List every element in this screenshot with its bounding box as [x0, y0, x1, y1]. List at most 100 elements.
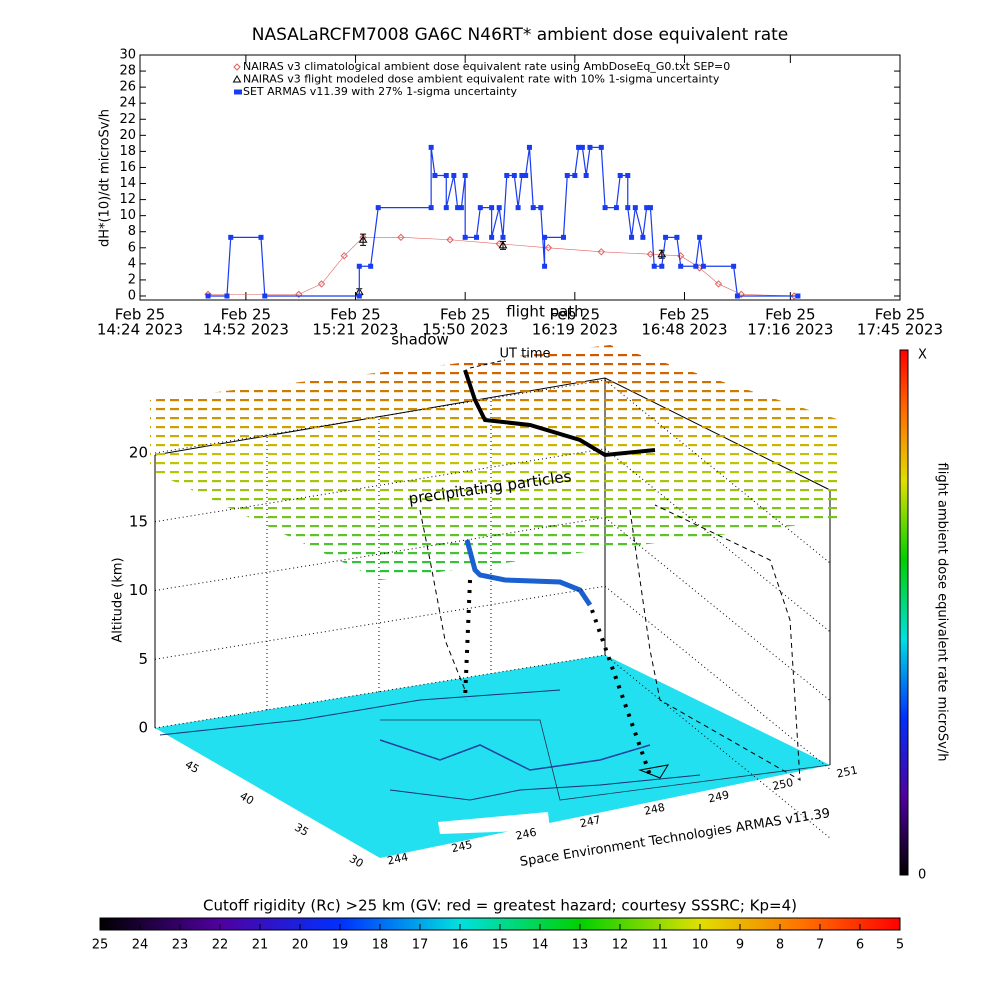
y-tick-label: 28: [119, 64, 136, 79]
point: [640, 234, 646, 240]
colorbar-tick-label: 7: [816, 938, 824, 953]
colorbar-tick-label: 20: [292, 938, 309, 953]
point: [511, 172, 517, 178]
point: [295, 290, 303, 299]
colorbar-title: Cutoff rigidity (Rc) >25 km (GV: red = g…: [203, 897, 797, 915]
x-tick-label: 14:52 2023: [203, 321, 289, 339]
floor-patch: [438, 812, 550, 834]
x-tick-label: Feb 25: [765, 306, 815, 324]
point: [340, 252, 348, 260]
point: [356, 293, 362, 299]
lon-tick-label: 244: [386, 850, 409, 867]
point: [644, 205, 650, 211]
airport: [638, 764, 670, 779]
point: [228, 234, 234, 240]
colorbar-tick-label: 5: [896, 938, 904, 953]
x-tick-label: 15:50 2023: [422, 321, 508, 339]
shadow-line: [629, 504, 801, 781]
colorbar: [899, 349, 909, 876]
point: [523, 172, 529, 178]
lat-tick-label: 30: [347, 852, 366, 870]
series-line: [208, 146, 798, 297]
point: [446, 236, 454, 244]
lon-tick-label: 246: [514, 826, 537, 843]
point: [731, 263, 737, 269]
flight-path: [464, 539, 593, 607]
flight-drop: [463, 579, 472, 701]
lon-tick-label: 251: [835, 763, 858, 780]
colorbar-tick-label: 17: [412, 938, 429, 953]
point: [714, 280, 723, 288]
colorbar-tick-label: 25: [92, 938, 109, 953]
point: [678, 263, 684, 269]
z-axis-label: Altitude (km): [111, 557, 126, 642]
point: [515, 205, 521, 211]
colorbar-tick-label: 8: [776, 938, 784, 953]
point: [428, 205, 434, 211]
point: [428, 144, 434, 150]
colorbar-tick-label: 13: [572, 938, 589, 953]
legend-label: NAIRAS v3 climatological ambient dose eq…: [243, 60, 730, 73]
state-line: [389, 774, 701, 801]
x-tick-label: Feb 25: [550, 306, 600, 324]
x-tick-label: 17:45 2023: [857, 321, 943, 339]
colorbar-tick-label: 18: [372, 938, 389, 953]
point: [693, 263, 699, 269]
lon-tick-label: 250: [771, 776, 794, 793]
z-tick-label: 15: [129, 512, 148, 530]
x-tick-label: 14:24 2023: [97, 321, 183, 339]
point: [496, 205, 502, 211]
colorbar-tick-label: 0: [918, 868, 926, 883]
colorbar-tick-label: 6: [856, 938, 864, 953]
point: [462, 172, 468, 178]
x-tick-label: Feb 25: [440, 306, 490, 324]
colorbar-tick-label: 12: [612, 938, 629, 953]
time-path: [469, 359, 506, 369]
point: [397, 233, 405, 242]
point: [632, 205, 638, 211]
colorbar-top-label: X: [918, 348, 927, 363]
point: [530, 205, 536, 211]
point: [629, 234, 635, 240]
z-tick-label: 5: [138, 650, 148, 668]
x-tick-label: Feb 25: [330, 306, 380, 324]
y-tick-label: 20: [119, 128, 136, 143]
point: [462, 234, 468, 240]
lon-tick-label: 245: [450, 838, 473, 855]
point: [576, 144, 582, 150]
point: [560, 234, 566, 240]
point: [489, 205, 495, 211]
point: [625, 205, 631, 211]
colorbar-tick-label: 23: [172, 938, 189, 953]
point: [795, 293, 801, 299]
hazard-field: [150, 345, 840, 580]
y-tick-label: 10: [119, 208, 136, 223]
annotation: flight path: [506, 303, 583, 321]
point: [674, 234, 680, 240]
plot-frame: [139, 54, 901, 301]
x-tick-label: Feb 25: [221, 306, 271, 324]
point: [663, 234, 669, 240]
point: [262, 293, 268, 299]
point: [646, 250, 655, 258]
point: [455, 205, 461, 211]
colorbar-ticks: 0 25 24 23 22 21 20 19 18 17 16 15 14 13 12 11 10 9 8 7 6 5: [92, 868, 927, 953]
point: [224, 293, 230, 299]
y-tick-label: 30: [119, 48, 136, 63]
legend-symbol: [233, 63, 241, 71]
point: [443, 172, 449, 178]
y-tick-label: 8: [128, 224, 136, 239]
colorbar-tick-label: 21: [252, 938, 269, 953]
point: [579, 144, 585, 150]
lon-tick-label: 248: [643, 801, 666, 818]
point: [205, 293, 211, 299]
x-tick-label: 16:19 2023: [532, 321, 618, 339]
point: [258, 234, 264, 240]
x-tick-label: Feb 25: [659, 306, 709, 324]
point: [734, 293, 740, 299]
floor: [155, 655, 830, 858]
point: [625, 172, 631, 178]
point: [358, 235, 368, 243]
